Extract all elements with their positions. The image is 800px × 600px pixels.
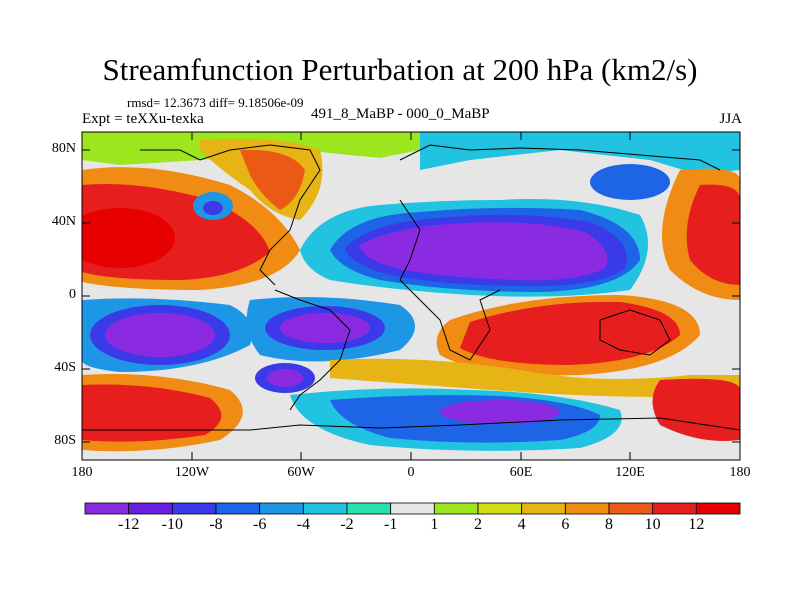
x-tick-label: 60E xyxy=(509,465,533,480)
colorbar-label: -8 xyxy=(209,516,223,533)
experiment-label: Expt = teXXu-texka xyxy=(82,111,204,127)
coastlines xyxy=(82,144,740,431)
x-tick-label: 180 xyxy=(71,465,93,480)
y-tick-label: 80N xyxy=(51,141,76,156)
colorbar-swatch xyxy=(302,502,348,515)
colorbar-swatch xyxy=(477,502,523,515)
colorbar-swatch xyxy=(215,502,261,515)
axis-ticks xyxy=(81,132,741,460)
colorbar-label: 8 xyxy=(605,516,613,533)
colorbar-label: -2 xyxy=(340,516,354,533)
colorbar-swatch xyxy=(521,502,566,515)
x-tick-label: 180 xyxy=(729,465,751,480)
colorbar-label: 2 xyxy=(474,516,482,533)
y-tick-label: 40S xyxy=(54,360,76,375)
colorbar-label: -4 xyxy=(296,516,310,533)
colorbar-swatch xyxy=(128,502,173,515)
y-tick-label: 40N xyxy=(51,214,76,229)
colorbar-swatch xyxy=(608,502,654,515)
colorbar-label: 12 xyxy=(688,516,705,533)
colorbar xyxy=(84,502,741,515)
colorbar-swatch xyxy=(171,502,217,515)
colorbar-swatch xyxy=(84,502,130,515)
colorbar-swatch xyxy=(346,502,392,515)
colorbar-label: 1 xyxy=(430,516,439,533)
colorbar-label: -1 xyxy=(383,516,398,533)
colorbar-label: -10 xyxy=(161,516,183,533)
colorbar-label: -6 xyxy=(252,516,267,533)
colorbar-label: 4 xyxy=(517,516,526,533)
x-tick-label: 120E xyxy=(615,465,645,480)
x-tick-label: 120W xyxy=(174,465,210,480)
colorbar-label: -12 xyxy=(117,516,140,533)
map-subtitle: 491_8_MaBP - 000_0_MaBP xyxy=(311,106,490,122)
colorbar-swatch xyxy=(259,502,304,515)
colorbar-label: 10 xyxy=(644,516,661,533)
x-tick-label: 60W xyxy=(287,465,315,480)
stats-text: rmsd= 12.3673 diff= 9.18506e-09 xyxy=(127,95,304,110)
colorbar-swatch xyxy=(695,502,741,515)
colorbar-swatch xyxy=(390,502,435,515)
map-title: Streamfunction Perturbation at 200 hPa (… xyxy=(102,52,698,87)
x-tick-label: 0 xyxy=(407,465,415,480)
season-label: JJA xyxy=(719,111,742,127)
contour-field xyxy=(82,132,740,460)
colorbar-swatch xyxy=(564,502,610,515)
colorbar-swatch xyxy=(433,502,479,515)
colorbar-swatch xyxy=(652,502,697,515)
y-tick-label: 80S xyxy=(54,433,76,448)
y-tick-label: 0 xyxy=(69,287,76,302)
colorbar-label: 6 xyxy=(561,516,570,533)
